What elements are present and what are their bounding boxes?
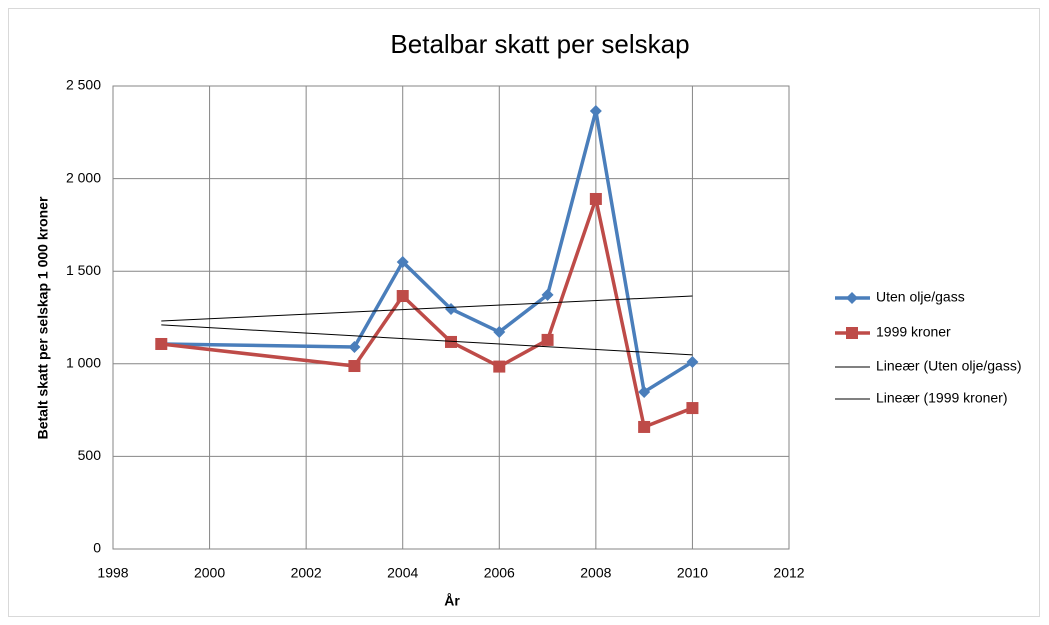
y-tick-label: 0: [93, 540, 101, 556]
trend-line: [161, 295, 693, 322]
y-tick-label: 1 500: [66, 262, 101, 278]
x-tick-label: 2006: [484, 565, 515, 581]
marker: [493, 360, 506, 373]
y-tick-label: 2 000: [66, 169, 101, 185]
marker: [396, 255, 409, 268]
trend-line: [161, 324, 693, 356]
x-tick-label: 2002: [291, 565, 322, 581]
marker: [686, 355, 699, 368]
y-axis-label: Betalt skatt per selskap 1 000 kroner: [35, 196, 51, 439]
legend-label: 1999 kroner: [876, 324, 951, 340]
marker: [541, 333, 554, 346]
x-tick-label: 2012: [773, 565, 804, 581]
marker: [638, 420, 651, 433]
marker: [348, 360, 361, 373]
x-tick-label: 1998: [97, 565, 128, 581]
marker: [445, 302, 457, 315]
y-tick-label: 500: [78, 447, 102, 463]
x-tick-label: 2004: [387, 565, 418, 581]
x-tick-label: 2000: [194, 565, 225, 581]
x-tick-label: 2008: [580, 565, 611, 581]
marker: [638, 385, 651, 398]
legend-label: Uten olje/gass: [876, 289, 965, 305]
marker: [589, 105, 602, 118]
x-tick-label: 2010: [677, 565, 708, 581]
plot-border: [112, 85, 790, 550]
marker: [589, 192, 602, 205]
legend-marker: [846, 327, 858, 339]
legend-label: Lineær (1999 kroner): [876, 390, 1008, 406]
marker: [155, 337, 168, 350]
chart-title: Betalbar skatt per selskap: [390, 29, 689, 59]
marker: [445, 335, 457, 348]
marker: [686, 402, 699, 415]
y-tick-label: 1 000: [66, 355, 101, 371]
marker: [396, 290, 409, 303]
marker: [493, 325, 506, 338]
legend-marker: [846, 292, 858, 304]
y-tick-label: 2 500: [66, 77, 101, 93]
marker: [541, 288, 554, 301]
legend-label: Lineær (Uten olje/gass): [876, 358, 1022, 374]
x-axis-label: År: [444, 593, 460, 609]
marker: [348, 340, 361, 353]
